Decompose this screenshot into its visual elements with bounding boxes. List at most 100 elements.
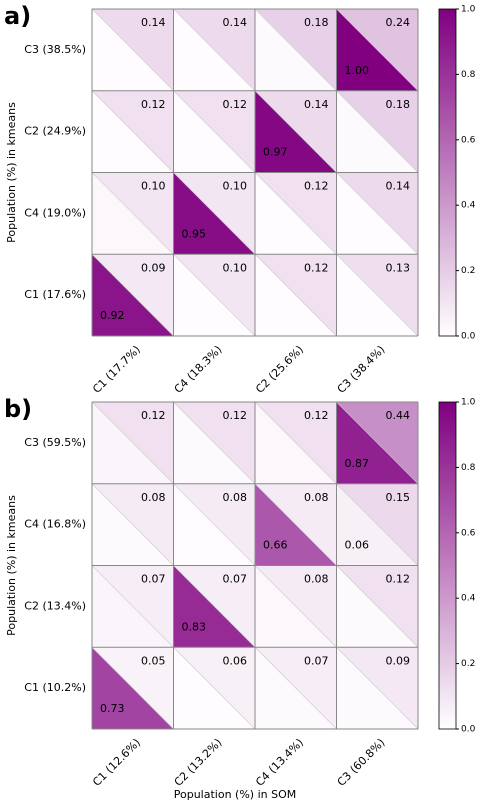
cell-diagonal [91,401,174,484]
upper-value-label: 0.08 [223,491,248,504]
upper-value-label: 0.18 [304,16,329,29]
cell-diagonal [254,565,337,648]
upper-value-label: 0.14 [223,16,248,29]
colorbar-tick-label: 0.0 [461,725,476,735]
colorbar-tick-label: 0.4 [461,594,476,604]
colorbar: 0.0 0.2 0.4 0.6 0.8 1.0 [438,5,476,342]
colorbar-bar [438,401,457,730]
cell-diagonal [254,401,337,484]
upper-value-label: 0.10 [223,261,248,274]
cell-diagonal [173,483,256,566]
cell-diagonal [91,565,174,648]
x-tick-label: C1 (17.7%) [90,343,143,396]
upper-value-label: 0.08 [304,573,329,586]
cell-diagonal [336,483,419,566]
colorbar-tick-label: 0.0 [461,332,476,342]
cell-diagonal [254,172,337,255]
colorbar-tick-label: 0.8 [461,463,476,473]
upper-value-label: 0.12 [223,98,248,111]
x-tick-label: C3 (60.8%) [335,736,388,789]
upper-value-label: 0.14 [141,16,166,29]
upper-value-label: 0.14 [304,98,329,111]
cell-diagonal [91,647,174,730]
upper-value-label: 0.10 [141,180,166,193]
colorbar-tick-label: 0.6 [461,528,476,538]
cell-diagonal [336,90,419,173]
x-tick-label: C1 (12.6%) [90,736,143,789]
cell-diagonal [173,254,256,337]
x-axis-label: Population (%) in SOM [174,788,296,801]
upper-value-label: 0.44 [386,409,411,422]
y-axis-label: Population (%) in kmeans [5,495,18,636]
upper-value-label: 0.24 [386,16,411,29]
upper-value-label: 0.06 [223,654,248,667]
cell-diagonal [336,647,419,730]
y-tick-label: C3 (38.5%) [24,43,86,56]
colorbar-tick-label: 0.6 [461,135,476,145]
upper-value-label: 0.08 [141,491,166,504]
cell-diagonal [336,565,419,648]
cell-diagonal [254,647,337,730]
y-tick-label: C1 (10.2%) [24,681,86,694]
cell-diagonal [173,565,256,648]
cell-diagonal [336,254,419,337]
y-tick-label: C2 (13.4%) [24,599,86,612]
upper-value-label: 0.07 [141,573,166,586]
y-tick-label: C4 (19.0%) [24,206,86,219]
upper-value-label: 0.10 [223,180,248,193]
colorbar-tick-label: 0.8 [461,70,476,80]
y-axis-label: Population (%) in kmeans [5,102,18,243]
lower-value-label: 0.73 [100,702,125,715]
upper-value-label: 0.07 [223,573,248,586]
colorbar-tick-label: 1.0 [461,5,476,15]
cell-diagonal [91,8,174,91]
upper-value-label: 0.15 [386,491,411,504]
upper-value-label: 0.12 [223,409,248,422]
lower-value-label: 0.06 [345,539,370,552]
cell-diagonal [91,172,174,255]
cell-diagonal [336,401,419,484]
lower-value-label: 0.83 [182,620,207,633]
colorbar-tick-label: 0.2 [461,266,475,276]
y-tick-label: C3 (59.5%) [24,436,86,449]
upper-value-label: 0.09 [141,261,166,274]
upper-value-label: 0.12 [386,573,411,586]
colorbar-tick-label: 0.4 [461,201,476,211]
cell-diagonal [173,90,256,173]
cell-diagonal [91,254,174,337]
upper-value-label: 0.05 [141,654,166,667]
upper-value-label: 0.12 [141,98,166,111]
y-tick-label: C1 (17.6%) [24,288,86,301]
cell-diagonal [173,8,256,91]
x-tick-label: C2 (25.6%) [253,343,306,396]
upper-value-label: 0.12 [304,409,329,422]
colorbar-tick-label: 1.0 [461,398,476,408]
cell-diagonal [254,8,337,91]
cell-diagonal [173,647,256,730]
panel-label: a) [4,2,31,30]
lower-value-label: 0.87 [345,457,370,470]
colorbar-tick-label: 0.2 [461,659,475,669]
x-tick-label: C2 (13.2%) [172,736,225,789]
upper-value-label: 0.12 [141,409,166,422]
cell-diagonal [91,483,174,566]
upper-value-label: 0.08 [304,491,329,504]
x-tick-label: C3 (38.4%) [335,343,388,396]
x-tick-label: C4 (18.3%) [172,343,225,396]
lower-value-label: 1.00 [345,64,370,77]
upper-value-label: 0.12 [304,261,329,274]
upper-value-label: 0.12 [304,180,329,193]
lower-value-label: 0.92 [100,309,125,322]
lower-value-label: 0.95 [182,227,207,240]
colorbar: 0.0 0.2 0.4 0.6 0.8 1.0 [438,398,476,735]
panel-label: b) [4,395,32,423]
upper-value-label: 0.07 [304,654,329,667]
upper-value-label: 0.13 [386,261,411,274]
cell-diagonal [254,90,337,173]
upper-value-label: 0.14 [386,180,411,193]
cell-diagonal [336,172,419,255]
upper-value-label: 0.18 [386,98,411,111]
cell-diagonal [254,254,337,337]
x-tick-label: C4 (13.4%) [253,736,306,789]
